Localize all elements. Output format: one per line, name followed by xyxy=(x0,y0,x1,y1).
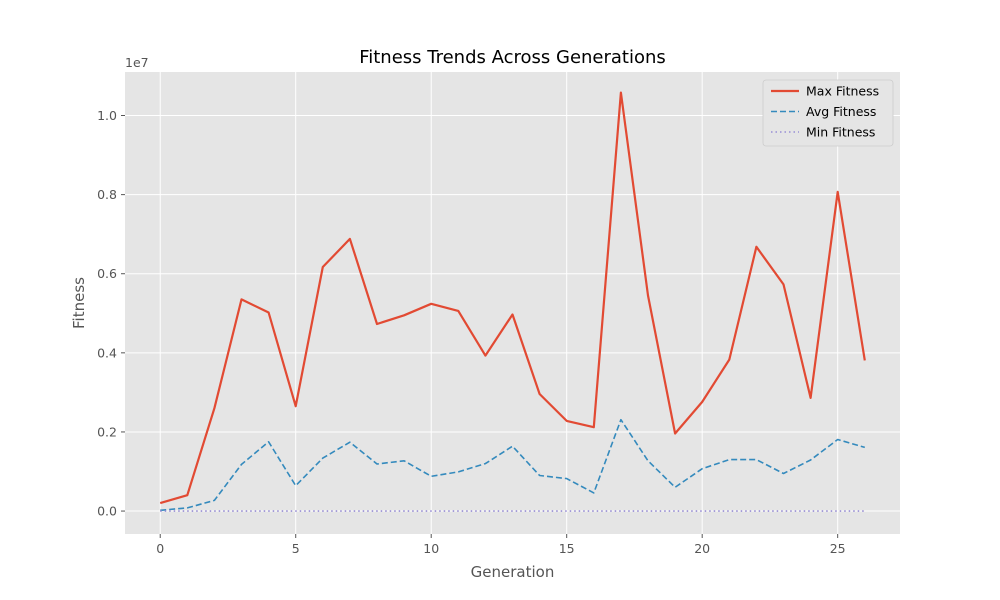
legend: Max Fitness Avg Fitness Min Fitness xyxy=(762,79,894,147)
y-tick-label: 0.8 xyxy=(97,187,117,202)
y-axis-label: Fitness xyxy=(70,277,88,329)
y-tick-label: 0.0 xyxy=(97,504,117,519)
series-lines xyxy=(159,91,866,512)
x-tick-label: 5 xyxy=(292,541,300,556)
y-axis-ticks: 0.0 0.2 0.4 0.6 0.8 1.0 xyxy=(97,108,125,519)
x-tick-label: 25 xyxy=(830,541,846,556)
legend-label: Avg Fitness xyxy=(806,104,876,119)
x-tick-label: 15 xyxy=(559,541,575,556)
legend-label: Max Fitness xyxy=(806,84,879,99)
x-axis-ticks: 0 5 10 15 20 25 xyxy=(156,534,846,556)
x-tick-label: 10 xyxy=(423,541,439,556)
y-tick-label: 0.4 xyxy=(97,345,117,360)
chart-title: Fitness Trends Across Generations xyxy=(359,47,666,68)
y-offset-label: 1e7 xyxy=(125,55,149,70)
x-tick-label: 0 xyxy=(156,541,164,556)
y-tick-label: 0.6 xyxy=(97,266,117,281)
plot-area xyxy=(125,72,900,534)
series-line-max-fitness xyxy=(159,91,866,505)
legend-box xyxy=(762,79,894,147)
x-axis-label: Generation xyxy=(471,563,555,581)
y-tick-label: 0.2 xyxy=(97,424,117,439)
x-tick-label: 20 xyxy=(694,541,710,556)
y-tick-label: 1.0 xyxy=(97,108,117,123)
legend-label: Min Fitness xyxy=(806,125,875,140)
